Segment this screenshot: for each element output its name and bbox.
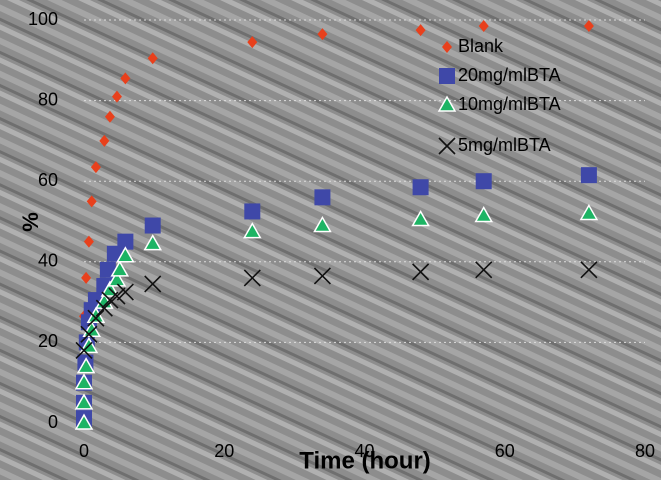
legend-item: 20mg/mlBTA: [439, 65, 561, 85]
point: [314, 189, 330, 205]
legend-label: Blank: [458, 36, 504, 56]
legend-label: 5mg/mlBTA: [458, 135, 551, 155]
legend-label: 10mg/mlBTA: [458, 94, 561, 114]
legend-label: 20mg/mlBTA: [458, 65, 561, 85]
y-tick-label: 60: [38, 170, 58, 190]
y-tick-label: 40: [38, 251, 58, 271]
y-axis-label: %: [18, 212, 43, 232]
legend-item: 10mg/mlBTA: [439, 94, 561, 114]
background: [0, 0, 661, 480]
x-tick-label: 20: [214, 441, 234, 461]
x-tick-label: 60: [495, 441, 515, 461]
point: [145, 218, 161, 234]
point: [581, 167, 597, 183]
legend-marker: [439, 68, 455, 84]
chart: Time (hour) % 020406080100020406080Blank…: [0, 0, 661, 480]
point: [476, 173, 492, 189]
y-tick-label: 80: [38, 89, 58, 109]
x-tick-label: 0: [79, 441, 89, 461]
x-tick-label: 40: [354, 441, 374, 461]
y-tick-label: 100: [28, 9, 58, 29]
point: [413, 179, 429, 195]
x-tick-label: 80: [635, 441, 655, 461]
point: [244, 203, 260, 219]
y-tick-label: 20: [38, 331, 58, 351]
y-tick-label: 0: [48, 412, 58, 432]
